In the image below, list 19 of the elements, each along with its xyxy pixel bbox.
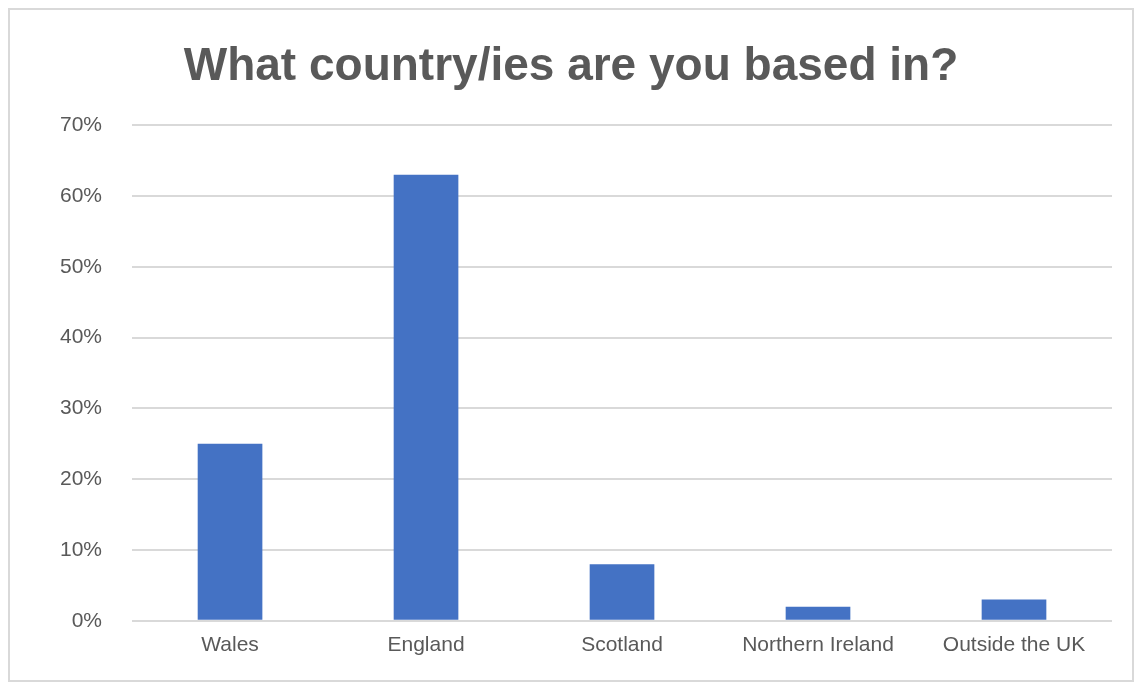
y-tick-label: 70% xyxy=(60,112,103,135)
x-tick-label: Wales xyxy=(201,632,259,656)
x-tick-label: Outside the UK xyxy=(942,632,1086,656)
bar xyxy=(981,599,1047,620)
bar xyxy=(589,564,655,620)
y-tick-label: 50% xyxy=(60,253,103,277)
y-tick-label: 20% xyxy=(60,466,103,489)
bar xyxy=(393,174,459,620)
y-tick-label: 0% xyxy=(71,607,103,631)
y-tick-label: 60% xyxy=(60,182,103,206)
chart-title: What country/ies are you based in? xyxy=(183,38,959,91)
y-tick-label: 30% xyxy=(60,395,103,419)
x-tick-label: Scotland xyxy=(581,632,663,656)
y-tick-label: 10% xyxy=(60,536,103,560)
bar xyxy=(785,606,851,620)
x-tick-label: England xyxy=(387,632,465,656)
bar xyxy=(197,443,263,620)
y-tick-label: 40% xyxy=(60,324,103,348)
x-tick-label: Northern Ireland xyxy=(742,632,894,656)
